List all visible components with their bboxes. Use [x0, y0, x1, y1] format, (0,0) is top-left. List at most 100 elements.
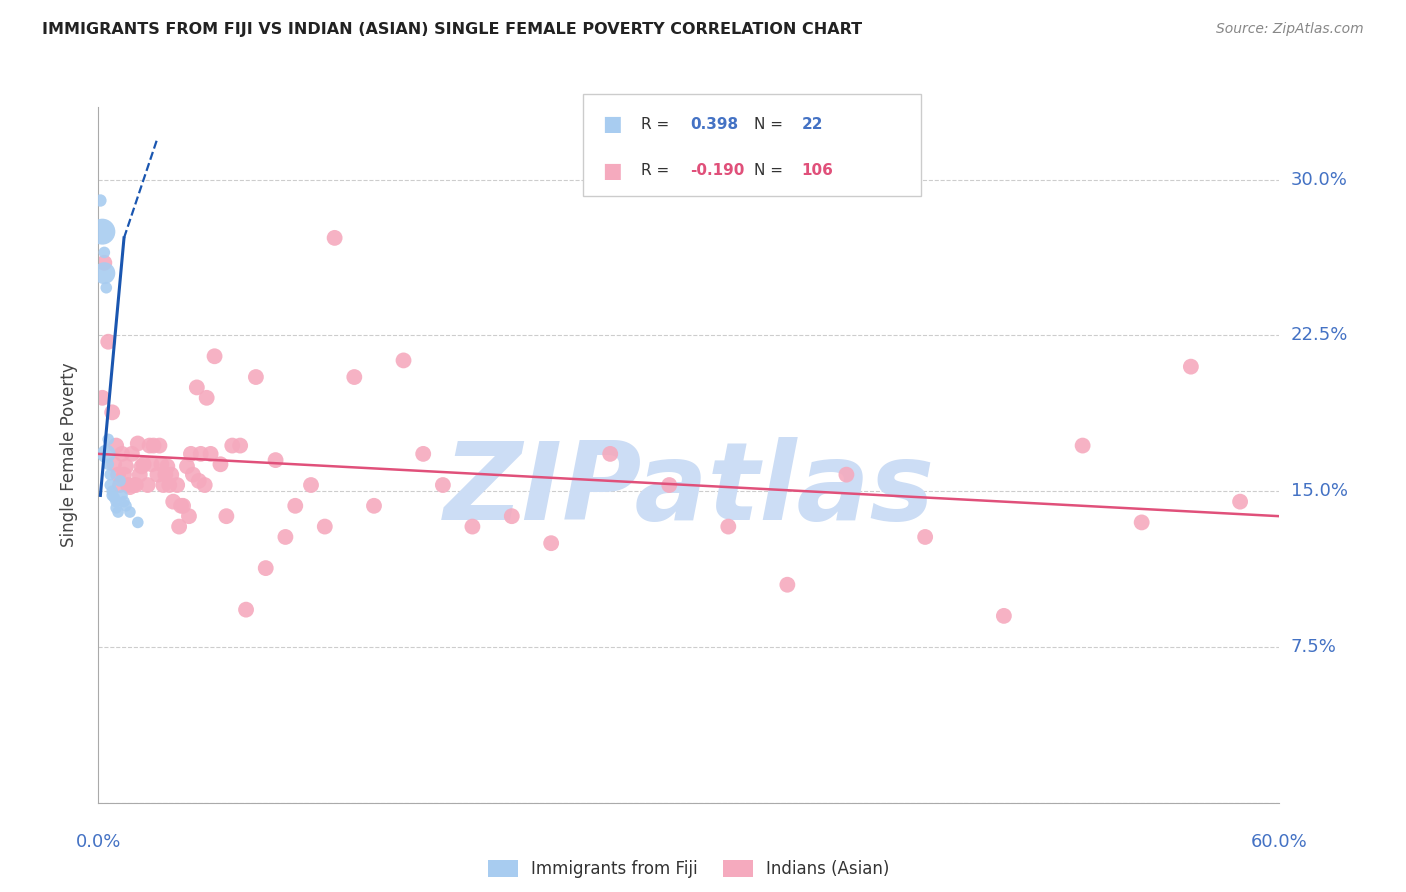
Point: [97, 334, 120, 349]
Point: [152, 478, 174, 492]
Point: [177, 509, 200, 524]
Text: IMMIGRANTS FROM FIJI VS INDIAN (ASIAN) SINGLE FEMALE POVERTY CORRELATION CHART: IMMIGRANTS FROM FIJI VS INDIAN (ASIAN) S…: [42, 22, 862, 37]
Point: [187, 474, 209, 488]
Point: [776, 578, 799, 592]
Point: [221, 439, 243, 453]
Point: [125, 478, 148, 492]
Text: -0.190: -0.190: [690, 163, 745, 178]
Point: [132, 457, 155, 471]
Point: [160, 467, 183, 482]
Point: [392, 353, 415, 368]
Text: 7.5%: 7.5%: [1291, 638, 1337, 656]
Point: [167, 519, 190, 533]
Point: [432, 478, 454, 492]
Point: [215, 509, 238, 524]
Point: [540, 536, 562, 550]
Point: [172, 499, 194, 513]
Legend: Immigrants from Fiji, Indians (Asian): Immigrants from Fiji, Indians (Asian): [481, 854, 897, 885]
Text: 106: 106: [801, 163, 834, 178]
Point: [111, 488, 134, 502]
Text: N =: N =: [754, 163, 783, 178]
Point: [180, 447, 202, 461]
Point: [96, 447, 118, 461]
Point: [299, 478, 322, 492]
Point: [115, 459, 138, 474]
Point: [1229, 494, 1251, 508]
Point: [118, 505, 141, 519]
Point: [412, 447, 434, 461]
Point: [117, 478, 139, 492]
Point: [176, 459, 198, 474]
Point: [108, 478, 131, 492]
Point: [121, 447, 143, 461]
Text: Source: ZipAtlas.com: Source: ZipAtlas.com: [1216, 22, 1364, 37]
Text: ZIPatlas: ZIPatlas: [443, 437, 935, 542]
Point: [101, 405, 124, 419]
Point: [127, 516, 149, 530]
Point: [156, 459, 179, 474]
Point: [363, 499, 385, 513]
Point: [170, 499, 193, 513]
Text: 0.0%: 0.0%: [76, 833, 121, 851]
Point: [97, 433, 120, 447]
Point: [107, 505, 129, 519]
Point: [229, 439, 252, 453]
Point: [190, 447, 212, 461]
Point: [148, 439, 170, 453]
Point: [142, 439, 165, 453]
Point: [274, 530, 297, 544]
Point: [91, 225, 114, 239]
Text: 60.0%: 60.0%: [1251, 833, 1308, 851]
Point: [98, 467, 121, 482]
Point: [96, 281, 118, 295]
Point: [501, 509, 523, 524]
Point: [599, 447, 621, 461]
Text: 30.0%: 30.0%: [1291, 170, 1347, 189]
Point: [204, 349, 226, 363]
Point: [131, 459, 153, 474]
Point: [97, 457, 120, 471]
Point: [105, 439, 128, 453]
Point: [141, 457, 163, 471]
Point: [128, 467, 150, 482]
Text: ■: ■: [602, 161, 621, 180]
Point: [461, 519, 484, 533]
Text: N =: N =: [754, 117, 783, 132]
Point: [914, 530, 936, 544]
Point: [186, 380, 208, 394]
Point: [254, 561, 277, 575]
Point: [166, 478, 188, 492]
Point: [93, 256, 115, 270]
Point: [284, 499, 307, 513]
Point: [209, 457, 232, 471]
Point: [200, 447, 222, 461]
Point: [162, 494, 184, 508]
Point: [91, 391, 114, 405]
Point: [314, 519, 336, 533]
Text: ■: ■: [602, 114, 621, 135]
Point: [101, 488, 124, 502]
Point: [93, 245, 115, 260]
Point: [146, 467, 169, 482]
Point: [993, 608, 1015, 623]
Text: R =: R =: [641, 163, 675, 178]
Point: [658, 478, 681, 492]
Point: [105, 500, 128, 515]
Point: [245, 370, 267, 384]
Point: [157, 478, 180, 492]
Point: [1180, 359, 1202, 374]
Point: [181, 467, 204, 482]
Point: [323, 231, 346, 245]
Point: [115, 499, 138, 513]
Text: 22.5%: 22.5%: [1291, 326, 1348, 344]
Point: [835, 467, 858, 482]
Text: 22: 22: [801, 117, 823, 132]
Text: 15.0%: 15.0%: [1291, 483, 1347, 500]
Point: [717, 519, 740, 533]
Point: [118, 480, 141, 494]
Point: [112, 494, 135, 508]
Point: [194, 478, 217, 492]
Point: [1130, 516, 1153, 530]
Point: [136, 478, 159, 492]
Point: [108, 474, 131, 488]
